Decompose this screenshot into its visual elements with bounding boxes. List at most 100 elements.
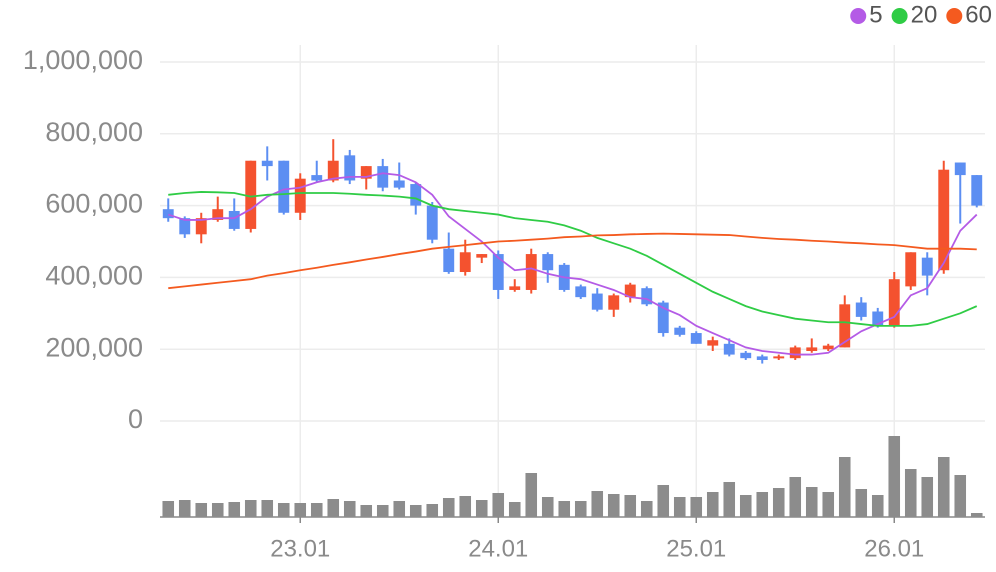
volume-bar xyxy=(970,513,983,517)
volume-bar xyxy=(772,488,785,517)
candle-body xyxy=(476,254,488,258)
y-tick-label: 200,000 xyxy=(45,332,143,362)
y-tick-label: 800,000 xyxy=(45,117,143,147)
volume-bar xyxy=(756,492,769,517)
candle-body xyxy=(377,166,389,188)
candle-body xyxy=(195,218,207,235)
volume-bar xyxy=(211,503,224,517)
volume-bar xyxy=(805,487,818,517)
candle-body xyxy=(740,352,752,359)
volume-bar xyxy=(343,501,356,517)
volume-bar xyxy=(294,503,307,517)
candle-body xyxy=(393,180,405,188)
candle-body xyxy=(459,252,471,273)
volume-bar xyxy=(904,469,917,517)
candle-body xyxy=(492,254,504,290)
candle-body xyxy=(575,286,587,298)
volume-bar xyxy=(327,499,340,517)
volume-bar xyxy=(706,492,719,517)
volume-bar xyxy=(937,457,950,517)
volume-bar xyxy=(360,505,373,517)
candle-body xyxy=(822,345,834,350)
candle-body xyxy=(278,160,290,213)
x-tick-label: 24.01 xyxy=(468,535,528,562)
ma-line xyxy=(168,191,978,327)
candle-body xyxy=(608,295,620,310)
volume-bar xyxy=(310,503,323,517)
volume-bar xyxy=(640,501,653,517)
volume-bar xyxy=(822,492,835,517)
volume-bar xyxy=(723,482,736,517)
volume-bar xyxy=(525,473,538,517)
volume-bar xyxy=(624,495,637,517)
volume-bar xyxy=(475,500,488,517)
volume-bar xyxy=(261,500,274,517)
volume-bar xyxy=(871,495,884,517)
candle-body xyxy=(872,311,884,326)
candle-body xyxy=(789,347,801,359)
volume-bar xyxy=(277,503,290,517)
candle-body xyxy=(773,356,785,359)
volume-bar xyxy=(838,457,851,517)
candle-body xyxy=(443,248,455,273)
candle-body xyxy=(905,252,917,287)
candle-body xyxy=(509,286,521,290)
volume-bar xyxy=(228,502,241,517)
volume-bar xyxy=(393,501,406,517)
volume-bar xyxy=(442,498,455,517)
volume-bar xyxy=(376,505,389,517)
candle-body xyxy=(294,178,306,213)
volume-bar xyxy=(690,497,703,517)
candle-body xyxy=(674,327,686,335)
volume-bar xyxy=(673,497,686,517)
y-tick-label: 400,000 xyxy=(45,261,143,291)
candle-body xyxy=(806,347,818,351)
candle-body xyxy=(426,205,438,240)
volume-bar xyxy=(492,493,505,517)
candle-body xyxy=(179,218,191,235)
volume-bar xyxy=(426,504,439,517)
candle-body xyxy=(855,302,867,317)
volume-bar xyxy=(541,497,554,517)
candle-body xyxy=(591,293,603,310)
candle-body xyxy=(261,160,273,167)
candle-body xyxy=(410,184,422,206)
candle-body xyxy=(525,254,537,290)
x-tick-label: 23.01 xyxy=(270,535,330,562)
legend-swatch xyxy=(850,8,867,24)
candle-body xyxy=(542,254,554,271)
candle-body xyxy=(311,175,323,181)
candle-body xyxy=(707,340,719,346)
candle-body xyxy=(954,162,966,176)
volume-bar xyxy=(954,475,967,517)
candle-body xyxy=(245,160,257,229)
ma-line xyxy=(167,172,978,356)
legend-swatch xyxy=(946,8,963,24)
volume-bar xyxy=(888,436,901,517)
y-tick-label: 1,000,000 xyxy=(23,45,143,75)
volume-bar xyxy=(574,501,587,517)
legend-swatch xyxy=(891,8,908,24)
volume-bar xyxy=(591,491,604,517)
candle-body xyxy=(360,166,372,179)
volume-bar xyxy=(558,501,571,517)
candle-body xyxy=(344,155,356,181)
candle-body xyxy=(228,210,240,229)
volume-bar xyxy=(789,477,802,517)
candle-body xyxy=(641,288,653,305)
y-tick-label: 600,000 xyxy=(45,189,143,219)
volume-bar xyxy=(855,489,868,517)
y-tick-label: 0 xyxy=(128,404,143,434)
volume-bar xyxy=(409,505,422,517)
candle-body xyxy=(921,257,933,276)
candle-body xyxy=(723,343,735,355)
candle-body xyxy=(690,333,702,344)
volume-bar xyxy=(657,485,670,517)
candle-body xyxy=(657,302,669,334)
volume-bar xyxy=(739,495,752,517)
candle-body xyxy=(839,304,851,348)
x-tick-label: 26.01 xyxy=(864,535,924,562)
legend-label: 20 xyxy=(911,1,938,28)
candle-body xyxy=(624,284,636,298)
